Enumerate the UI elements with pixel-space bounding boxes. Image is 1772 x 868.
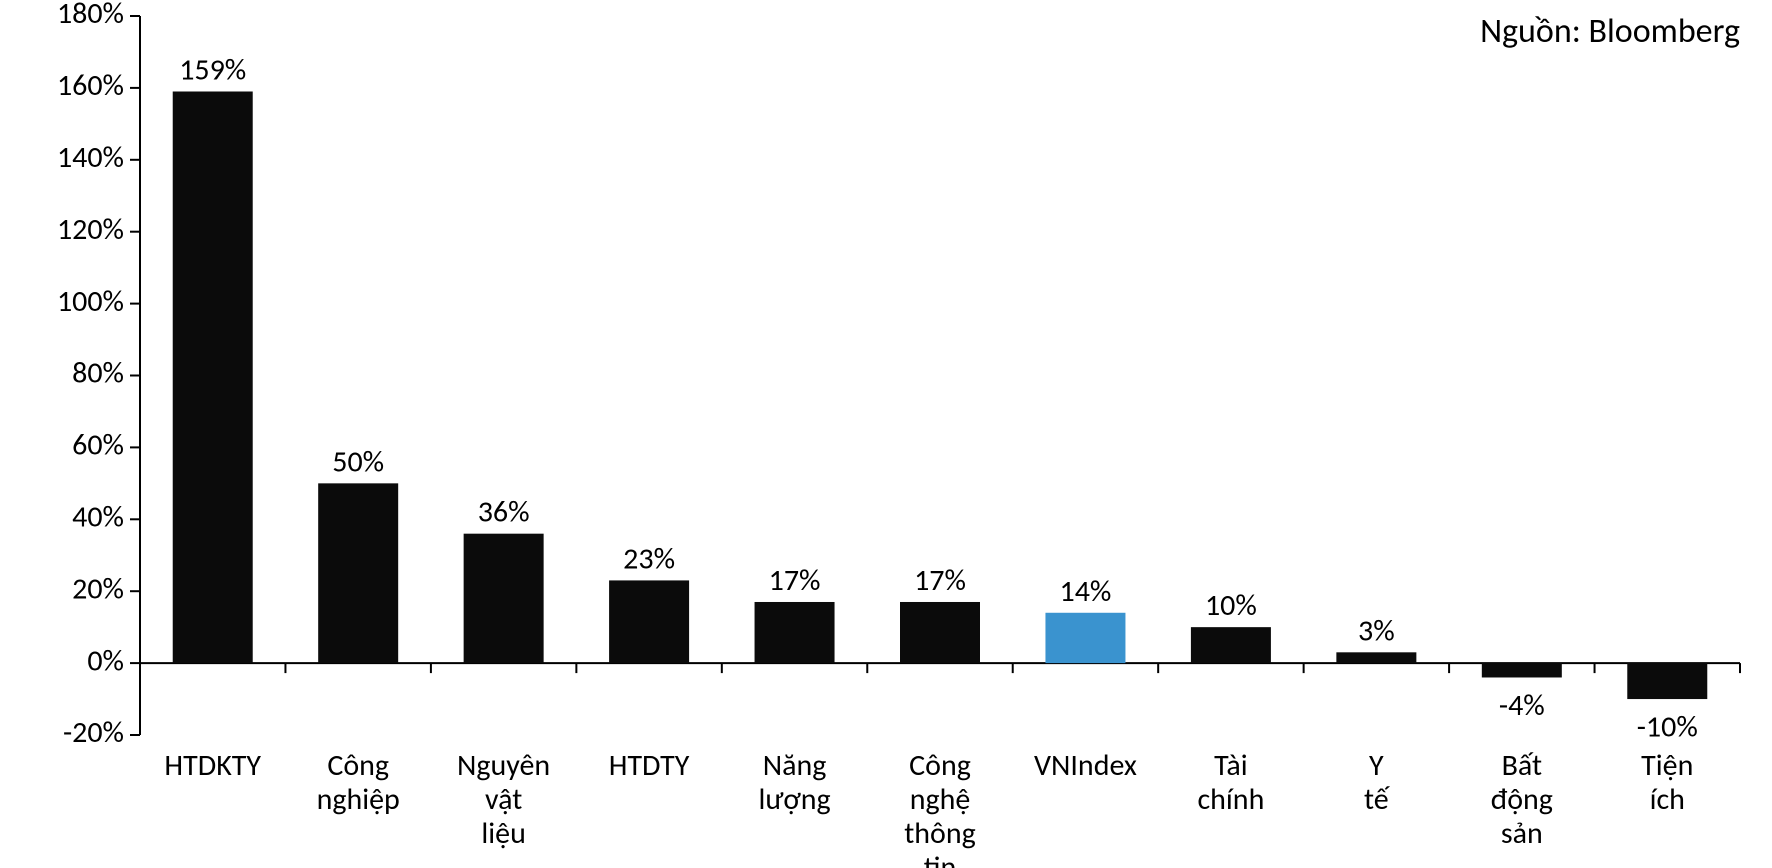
bar-value-label: 17% [769,562,821,599]
category-label: Nguyênvậtliệu [457,747,550,852]
bar-value-label: 10% [1205,587,1257,624]
bar-value-label: 14% [1060,573,1112,610]
category-label: Ytế [1364,747,1391,818]
bar [900,602,980,663]
bar [318,483,398,663]
bar [755,602,835,663]
bar-value-label: 17% [914,562,966,599]
category-label: Côngnghiệp [317,747,400,818]
bar [1045,613,1125,663]
y-tick-label: 180% [57,0,124,32]
bar-value-label: 23% [623,540,675,577]
bar [1336,652,1416,663]
category-label: HTDTY [609,747,690,784]
y-tick-label: -20% [63,714,124,751]
y-tick-label: 80% [72,355,124,392]
bar [1627,663,1707,699]
y-tick-label: 120% [57,211,124,248]
y-tick-label: 40% [72,498,124,535]
bar [464,534,544,663]
y-tick-label: 160% [57,67,124,104]
category-label: Bấtđộngsản [1491,747,1553,852]
bar-value-label: -4% [1499,687,1545,724]
category-label: Tàichính [1197,747,1264,818]
category-label: VNIndex [1034,747,1137,784]
bar-value-label: -10% [1637,709,1698,746]
source-label: Nguồn: Bloomberg [1480,11,1740,52]
chart-svg: -20% 0% 20% 40% 60% 80% 100% 120% 140% 160% 180% 15… [0,0,1772,868]
y-tick-label: 20% [72,570,124,607]
bar-value-label: 50% [332,443,384,480]
bar-value-label: 159% [179,51,246,88]
y-tick-label: 60% [72,427,124,464]
y-tick-label: 140% [57,139,124,176]
bar [173,91,253,663]
y-tick-label: 0% [87,642,124,679]
category-label: Côngnghệthôngtin [904,747,976,868]
bar [1482,663,1562,677]
category-label: Nănglượng [758,747,830,818]
category-label: HTDKTY [164,747,261,784]
bar [609,580,689,663]
y-tick-label: 100% [57,283,124,320]
bar [1191,627,1271,663]
bar-chart: -20% 0% 20% 40% 60% 80% 100% 120% 140% 160% 180% 15… [0,0,1772,868]
bar-value-label: 3% [1358,612,1395,649]
bar-value-label: 36% [478,494,530,531]
category-label: Tiệních [1641,747,1693,818]
